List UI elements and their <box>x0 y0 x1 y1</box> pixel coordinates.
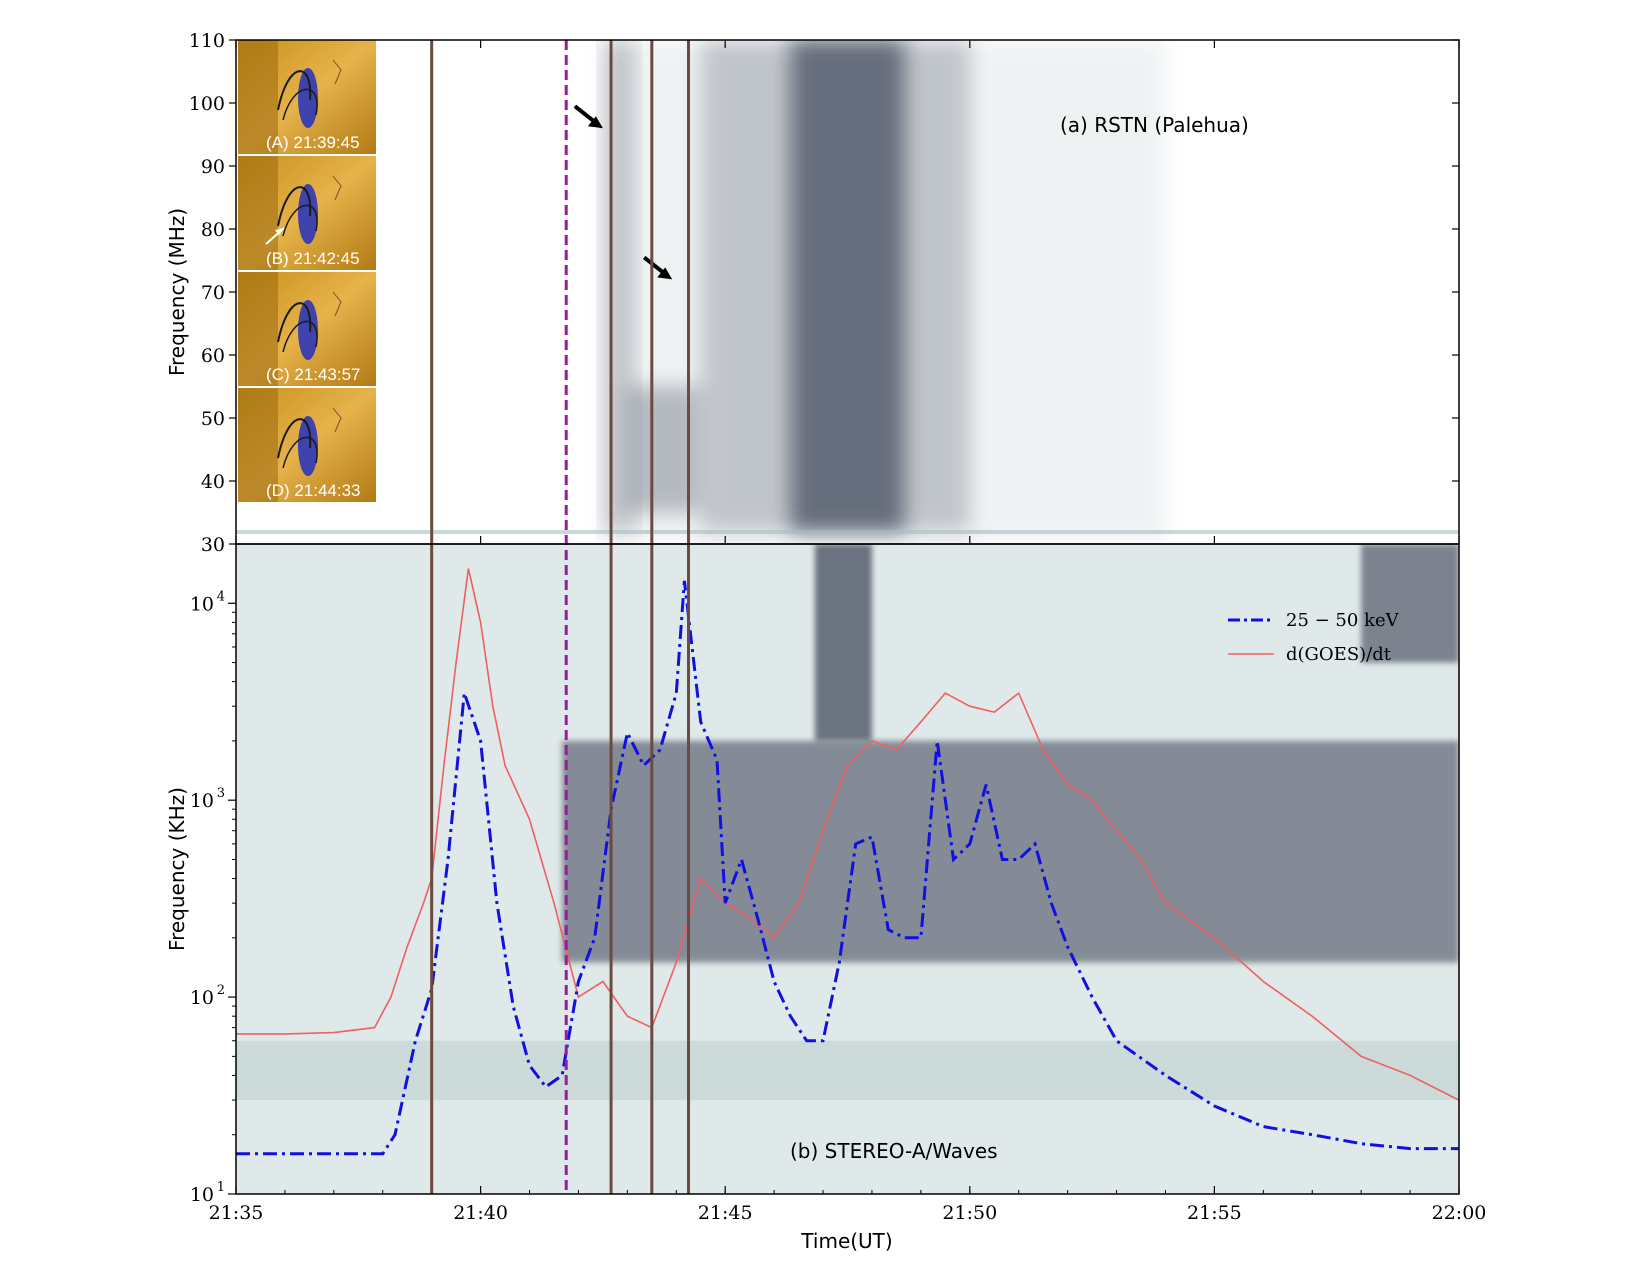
panel-a-y-tick-label: 30 <box>201 534 225 556</box>
panel-a: (A) 21:39:45 (B) 21:42:45 (C) 21:43:57 (D) … <box>165 30 1459 556</box>
inset-limb <box>238 388 278 502</box>
panel-a-arrow-head <box>587 116 603 129</box>
vertical-markers <box>430 40 691 1194</box>
panel-a-insets: (A) 21:39:45 (B) 21:42:45 (C) 21:43:57 (D) … <box>238 40 376 502</box>
panel-a-haze <box>602 40 1166 544</box>
panel-a-y-tick-label: 60 <box>201 345 225 367</box>
series-25-50-kev-line <box>236 580 1459 1156</box>
inset-limb <box>238 156 278 270</box>
inset-arrow-head <box>275 228 284 235</box>
panel-b-band <box>562 740 1459 963</box>
inset-label: (D) 21:44:33 <box>266 481 361 500</box>
panel-b-label: (b) STEREO-A/Waves <box>790 1139 998 1163</box>
inset-fibril <box>332 407 342 433</box>
inset-image: (C) 21:43:57 <box>238 272 376 386</box>
inset-active-region <box>298 416 318 476</box>
inset-loop <box>282 88 318 121</box>
inset-label: (B) 21:42:45 <box>266 249 360 268</box>
inset-active-region <box>298 184 318 244</box>
x-tick-label: 21:55 <box>1187 1202 1242 1224</box>
x-tick-label: 22:00 <box>1432 1202 1487 1224</box>
panel-b-y-tick-label: 10 <box>190 1184 214 1206</box>
panel-a-y-ticks: 30 40 50 60 70 80 90 100 110 <box>189 30 1459 556</box>
inset-loop <box>277 70 312 111</box>
panel-b-frame <box>235 543 1460 1195</box>
panel-a-y-tick-label: 110 <box>189 30 225 52</box>
inset-label: (C) 21:43:57 <box>266 365 361 384</box>
panel-b-y-tick-label: 10 <box>190 987 214 1009</box>
panel-a-y-tick-label: 90 <box>201 156 225 178</box>
panel-a-label: (a) RSTN (Palehua) <box>1060 113 1249 137</box>
legend: 25 − 50 keV d(GOES)/dt <box>1228 610 1400 665</box>
panel-b-series <box>236 568 1459 1156</box>
legend-label: d(GOES)/dt <box>1286 644 1392 665</box>
x-tick-label: 21:45 <box>698 1202 753 1224</box>
x-tick-label: 21:50 <box>942 1202 997 1224</box>
panel-b-y-tick-exponent: 4 <box>217 589 225 604</box>
inset-fibril <box>332 175 342 201</box>
panel-b-spectrogram <box>236 544 1459 1101</box>
inset-fibril <box>332 291 342 317</box>
inset-active-region <box>298 300 318 360</box>
panel-a-y-tick-label: 80 <box>201 219 225 241</box>
panel-b-y-axis-title: Frequency (KHz) <box>165 787 189 951</box>
panel-a-y-tick-label: 70 <box>201 282 225 304</box>
panel-b-x-ticks: 21:35 21:40 21:45 21:50 21:55 22:00 <box>209 40 1487 1224</box>
inset-active-region <box>298 68 318 128</box>
panel-b-y-tick-exponent: 1 <box>217 1180 225 1195</box>
inset-loop <box>282 436 318 469</box>
panel-a-y-tick-label: 50 <box>201 408 225 430</box>
panel-b-band <box>1361 544 1459 663</box>
inset-loop <box>277 418 312 459</box>
inset-limb <box>238 272 278 386</box>
panel-a-spectrogram <box>236 40 1459 544</box>
panel-a-arrow-head <box>657 267 673 280</box>
panel-a-y-tick-label: 40 <box>201 471 225 493</box>
x-tick-label: 21:35 <box>209 1202 264 1224</box>
inset-loop <box>282 204 318 237</box>
x-tick-label: 21:40 <box>453 1202 508 1224</box>
panel-b-y-tick-label: 10 <box>190 790 214 812</box>
series-dgoes-dt-line <box>236 568 1459 1101</box>
inset-image: (A) 21:39:45 <box>238 40 376 154</box>
inset-loop <box>277 302 312 343</box>
inset-fibril <box>332 59 342 85</box>
inset-image: (D) 21:44:33 <box>238 388 376 502</box>
inset-loop <box>282 320 318 353</box>
inset-label: (A) 21:39:45 <box>266 133 360 152</box>
x-axis-title: Time(UT) <box>800 1229 892 1253</box>
panel-b: 25 − 50 keV d(GOES)/dt (b) STEREO-A/Waves… <box>165 40 1486 1253</box>
panel-a-y-axis-title: Frequency (MHz) <box>165 208 189 376</box>
panel-a-y-tick-label: 100 <box>189 93 225 115</box>
inset-limb <box>238 40 278 154</box>
panel-b-low-band <box>236 1040 1459 1101</box>
panel-b-y-tick-exponent: 2 <box>217 983 225 998</box>
inset-image: (B) 21:42:45 <box>238 156 376 270</box>
legend-label: 25 − 50 keV <box>1286 610 1400 631</box>
inset-loop <box>277 186 312 227</box>
panel-a-arrows <box>573 104 673 280</box>
panel-a-low-band <box>236 530 1459 534</box>
panel-b-y-tick-exponent: 3 <box>217 786 225 801</box>
panel-b-y-tick-label: 10 <box>190 593 214 615</box>
panel-b-band <box>814 544 872 741</box>
